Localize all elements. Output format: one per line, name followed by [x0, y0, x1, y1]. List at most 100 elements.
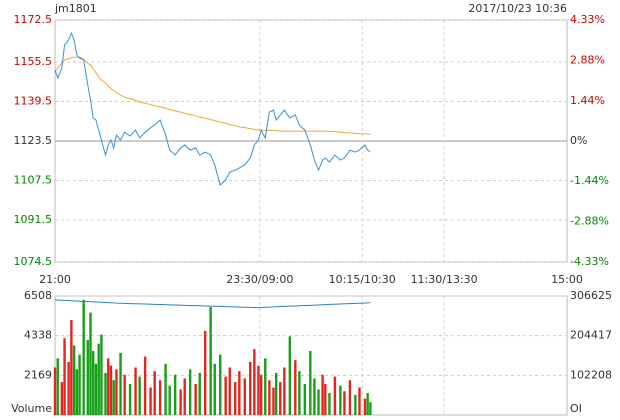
volume-bar: [94, 363, 98, 415]
volume-bar: [194, 383, 197, 415]
volume-bar: [138, 376, 141, 415]
volume-bar: [134, 367, 137, 415]
volume-bar: [339, 385, 342, 415]
volume-bar: [119, 352, 122, 415]
volume-bar: [224, 376, 227, 415]
volume-bar: [143, 356, 147, 415]
volume-bar: [86, 340, 89, 415]
volume-bar: [249, 361, 252, 415]
volume-bar: [70, 319, 73, 415]
volume-bar: [309, 351, 312, 415]
y-tick-label: 6508: [24, 289, 52, 302]
volume-bar: [53, 367, 57, 415]
volume-bar: [354, 394, 357, 415]
volume-bar: [366, 393, 369, 415]
oi-line: [54, 299, 371, 309]
volume-bar: [321, 374, 324, 415]
y2-tick-label: 0%: [570, 134, 587, 147]
volume-bar: [100, 334, 103, 415]
volume-bar: [173, 374, 177, 415]
volume-bar: [228, 367, 231, 415]
x-tick-label: 21:00: [39, 273, 71, 286]
volume-bar: [153, 371, 156, 415]
x-tick-label: 15:00: [551, 273, 583, 286]
volume-bar: [358, 387, 361, 415]
volume-bar: [97, 343, 100, 415]
price-line: [54, 56, 371, 135]
volume-bar: [279, 382, 282, 415]
y2-tick-label: -1.44%: [570, 174, 609, 187]
volume-bar: [82, 299, 85, 415]
volume-bar: [92, 351, 95, 415]
volume-bar: [303, 383, 307, 415]
volume-bar: [294, 360, 297, 415]
volume-bar: [63, 338, 66, 415]
y2-tick-label: 1.44%: [570, 94, 605, 107]
chart-title: jm1801: [54, 2, 97, 15]
volume-bar: [115, 369, 118, 415]
volume-bar: [268, 380, 271, 415]
volume-bar: [363, 398, 367, 415]
volume-bar: [107, 358, 110, 415]
volume-bar: [264, 358, 267, 415]
y2-tick-label: 102208: [570, 368, 612, 381]
volume-bar: [188, 369, 192, 415]
volume-bar: [123, 374, 126, 415]
volume-bar: [67, 361, 70, 415]
y2-tick-label: 2.88%: [570, 54, 605, 67]
volume-bar: [203, 330, 207, 415]
volume-bar: [168, 385, 171, 415]
volume-bar: [333, 376, 337, 415]
volume-bar: [369, 402, 372, 415]
y2-tick-label: -4.33%: [570, 255, 609, 268]
x-tick-label: 11:30/13:30: [411, 273, 478, 286]
y-tick-label: 4338: [24, 329, 52, 342]
volume-bar: [109, 365, 113, 415]
x-tick-label: 10:15/10:30: [329, 273, 396, 286]
volume-bar: [149, 387, 152, 415]
volume-bar: [298, 371, 301, 415]
volume-bar: [104, 372, 107, 415]
volume-bar: [272, 387, 275, 415]
y2-axis-label: OI: [570, 402, 582, 415]
y-tick-label: 1172.5: [14, 13, 53, 26]
y-tick-label: 1155.5: [14, 55, 53, 68]
y2-tick-label: 204417: [570, 329, 612, 342]
volume-bar: [164, 363, 167, 415]
timestamp: 2017/10/23 10:36: [468, 2, 567, 15]
volume-bar: [78, 354, 81, 415]
y-axis-label: Volume: [11, 402, 52, 415]
volume-bar: [158, 380, 162, 415]
volume-bar: [198, 372, 201, 415]
y2-tick-label: 4.33%: [570, 13, 605, 26]
volume-bar: [183, 378, 186, 415]
volume-bar: [324, 383, 327, 415]
volume-bar: [209, 307, 212, 415]
volume-bar: [313, 378, 316, 415]
y-tick-label: 1091.5: [14, 213, 53, 226]
volume-bar: [283, 367, 286, 415]
volume-bar: [243, 378, 246, 415]
volume-bar: [56, 358, 59, 415]
volume-bar: [179, 389, 182, 415]
volume-bar: [234, 382, 237, 415]
y-tick-label: 2169: [24, 368, 52, 381]
volume-bar: [60, 382, 64, 415]
volume-bar: [89, 312, 92, 415]
y-tick-label: 1139.5: [14, 94, 53, 107]
price-line: [54, 31, 371, 186]
volume-bar: [219, 354, 222, 415]
volume-bar: [238, 371, 241, 415]
volume-bar: [348, 380, 352, 415]
y-tick-label: 1107.5: [14, 174, 53, 187]
volume-bar: [253, 349, 256, 415]
volume-bar: [213, 363, 216, 415]
volume-bar: [343, 391, 346, 415]
volume-bar: [274, 372, 278, 415]
volume-bar: [328, 393, 331, 415]
volume-bar: [288, 336, 292, 415]
volume-bar: [112, 380, 115, 415]
y-tick-label: 1123.5: [14, 134, 53, 147]
